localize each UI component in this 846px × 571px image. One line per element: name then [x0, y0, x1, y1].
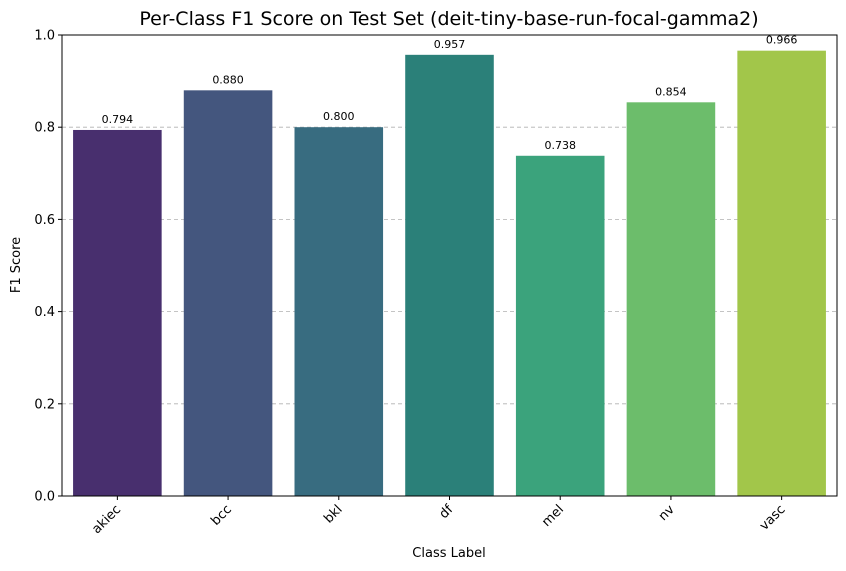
- bar-df: [405, 54, 494, 497]
- y-tick-label: 0.4: [34, 305, 55, 320]
- x-axis: akiec bcc bkl df mel nv vasc: [89, 496, 788, 537]
- x-axis-label: Class Label: [412, 546, 485, 561]
- bar-akiec: [73, 129, 162, 496]
- y-axis: 0.0 0.2 0.4 0.6 0.8 1.0: [34, 29, 62, 505]
- y-tick-label: 0.8: [34, 121, 55, 136]
- x-tick-label-bcc: bcc: [208, 502, 235, 529]
- data-label-mel: 0.738: [544, 139, 576, 152]
- y-tick-label: 1.0: [34, 29, 55, 44]
- bars-group: [73, 50, 826, 497]
- y-tick-label: 0.6: [34, 213, 55, 228]
- y-tick-label: 0.2: [34, 397, 55, 412]
- x-tick-label-vasc: vasc: [757, 502, 789, 534]
- bar-bkl: [294, 127, 384, 496]
- chart-title: Per-Class F1 Score on Test Set (deit-tin…: [139, 8, 758, 30]
- data-label-akiec: 0.794: [102, 113, 134, 126]
- x-tick-label-nv: nv: [656, 502, 678, 524]
- y-tick-label: 0.0: [34, 490, 55, 505]
- bar-vasc: [737, 50, 826, 496]
- bar-bcc: [183, 90, 273, 496]
- data-labels-group: 0.794 0.880 0.800 0.957 0.738 0.854 0.966: [102, 34, 798, 152]
- data-label-bkl: 0.800: [323, 110, 355, 123]
- y-axis-label: F1 Score: [9, 237, 24, 293]
- data-label-nv: 0.854: [655, 85, 687, 98]
- data-label-vasc: 0.966: [766, 34, 798, 47]
- x-tick-label-df: df: [437, 502, 457, 522]
- bar-mel: [515, 155, 605, 497]
- x-tick-label-mel: mel: [539, 502, 567, 530]
- x-tick-label-akiec: akiec: [89, 502, 124, 537]
- data-label-df: 0.957: [434, 38, 466, 51]
- data-label-bcc: 0.880: [212, 73, 244, 86]
- x-tick-label-bkl: bkl: [321, 502, 345, 526]
- bar-nv: [626, 102, 716, 496]
